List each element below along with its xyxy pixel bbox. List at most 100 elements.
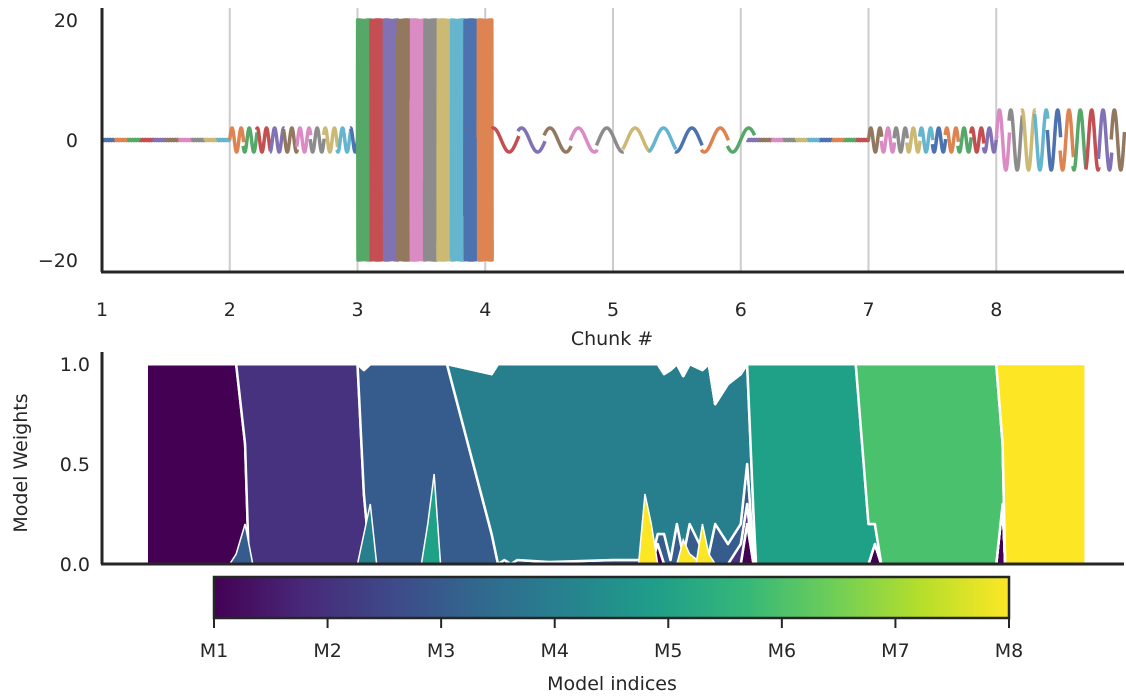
model-weights-chart: 1.0 0.5 0.0 Model Weights — [10, 352, 1124, 576]
signal-series-line — [516, 126, 547, 154]
signal-series-line — [215, 137, 232, 143]
signal-series-line — [892, 126, 910, 154]
signal-series-line — [202, 137, 220, 143]
signal-series-line — [673, 126, 704, 154]
signal-series-line — [369, 18, 387, 262]
signal-series-line — [449, 18, 468, 262]
signal-series-line — [436, 18, 454, 262]
signal-series-line — [1032, 108, 1050, 172]
top-signal-lines — [100, 18, 1126, 262]
signal-series-line — [806, 137, 823, 143]
signal-series-line — [100, 137, 117, 143]
colorbar-tick-label: M2 — [313, 640, 341, 662]
signal-series-line — [968, 126, 986, 154]
colorbar-tick-label: M1 — [200, 640, 228, 662]
signal-series-line — [1096, 108, 1114, 172]
colorbar-ticks: M1 M2 M3 M4 M5 M6 M7 M8 — [200, 618, 1023, 662]
signal-series-line — [463, 18, 481, 262]
colorbar-gradient — [212, 575, 1011, 620]
signal-series-line — [355, 18, 374, 262]
colorbar-tick-label: M6 — [768, 640, 796, 662]
signal-series-line — [1109, 108, 1126, 172]
signal-series-line — [151, 137, 169, 143]
signal-series-line — [905, 126, 922, 154]
signal-series-line — [189, 137, 207, 143]
signal-series-line — [1045, 108, 1063, 172]
top-x-tick-label: 3 — [351, 299, 363, 321]
top-y-tick-label: 0 — [66, 130, 78, 152]
signal-series-line — [335, 126, 353, 154]
top-axes — [100, 8, 1124, 274]
top-y-tick-label: −20 — [38, 250, 78, 272]
model-weight-area-m8 — [145, 362, 1087, 566]
signal-series-line — [268, 126, 286, 154]
signal-series-line — [295, 126, 313, 154]
signal-series-line — [725, 126, 757, 154]
signal-series-line — [490, 126, 521, 154]
signal-series-line — [818, 137, 835, 143]
signal-series-line — [930, 126, 948, 154]
top-x-tick-label: 8 — [990, 299, 1002, 321]
signal-series-line — [138, 137, 156, 143]
model-weights-y-axis-label: Model Weights — [10, 393, 32, 532]
model-weights-y-tick-label: 0.0 — [60, 554, 90, 576]
signal-series-line — [1007, 108, 1025, 172]
signal-series-line — [781, 137, 798, 143]
signal-series-line — [241, 126, 259, 154]
signal-series-line — [830, 137, 847, 143]
signal-series-line — [745, 137, 762, 143]
model-weights-tick-labels: 1.0 0.5 0.0 — [60, 354, 90, 576]
top-tick-labels: 1 2 3 4 5 6 7 8 20 0 −20 — [38, 10, 1002, 321]
signal-series-line — [1084, 108, 1101, 172]
signal-series-line — [757, 137, 774, 143]
signal-series-line — [647, 126, 678, 154]
signal-series-line — [409, 18, 427, 262]
colorbar-tick-label: M5 — [654, 640, 682, 662]
signal-series-line — [254, 126, 273, 154]
signal-series-line — [395, 18, 414, 262]
signal-series-line — [176, 137, 194, 143]
signal-series-line — [943, 126, 961, 154]
top-x-tick-label: 7 — [862, 299, 874, 321]
signal-series-line — [842, 137, 859, 143]
top-x-tick-label: 5 — [607, 299, 619, 321]
top-x-tick-label: 2 — [224, 299, 236, 321]
signal-series-line — [981, 126, 999, 154]
signal-series-line — [879, 126, 897, 154]
signal-series-line — [594, 126, 626, 154]
signal-series-line — [956, 126, 973, 154]
signal-series-line — [228, 126, 246, 154]
signal-series-line — [476, 18, 494, 262]
signal-series-line — [699, 126, 730, 154]
colorbar-tick-label: M7 — [881, 640, 909, 662]
colorbar-tick-label: M8 — [995, 640, 1023, 662]
signal-series-line — [281, 126, 300, 154]
top-y-tick-label: 20 — [54, 10, 78, 32]
signal-series-line — [1020, 108, 1037, 172]
model-weights-y-tick-label: 0.5 — [60, 454, 90, 476]
signal-series-line — [308, 126, 326, 154]
signal-series-line — [321, 126, 340, 154]
signal-series-line — [794, 137, 810, 143]
signal-series-line — [382, 18, 401, 262]
signal-series-line — [994, 108, 1012, 172]
signal-series-line — [769, 137, 786, 143]
top-x-axis-label: Chunk # — [571, 328, 653, 350]
signal-series-line — [113, 137, 130, 143]
signal-series-line — [866, 126, 884, 154]
colorbar: M1 M2 M3 M4 M5 M6 M7 M8 Model indices — [200, 575, 1023, 695]
signal-series-line — [164, 137, 181, 143]
signal-series-line — [1058, 108, 1076, 172]
colorbar-label: Model indices — [547, 673, 677, 695]
top-x-tick-label: 4 — [479, 299, 491, 321]
model-weights-areas — [145, 362, 1087, 566]
model-weights-axes — [100, 352, 1124, 566]
signal-series-line — [917, 126, 935, 154]
top-x-tick-label: 1 — [96, 299, 108, 321]
colorbar-tick-label: M4 — [540, 640, 568, 662]
top-x-tick-label: 6 — [735, 299, 747, 321]
signal-series-line — [422, 18, 441, 262]
signal-series-line — [568, 126, 600, 154]
